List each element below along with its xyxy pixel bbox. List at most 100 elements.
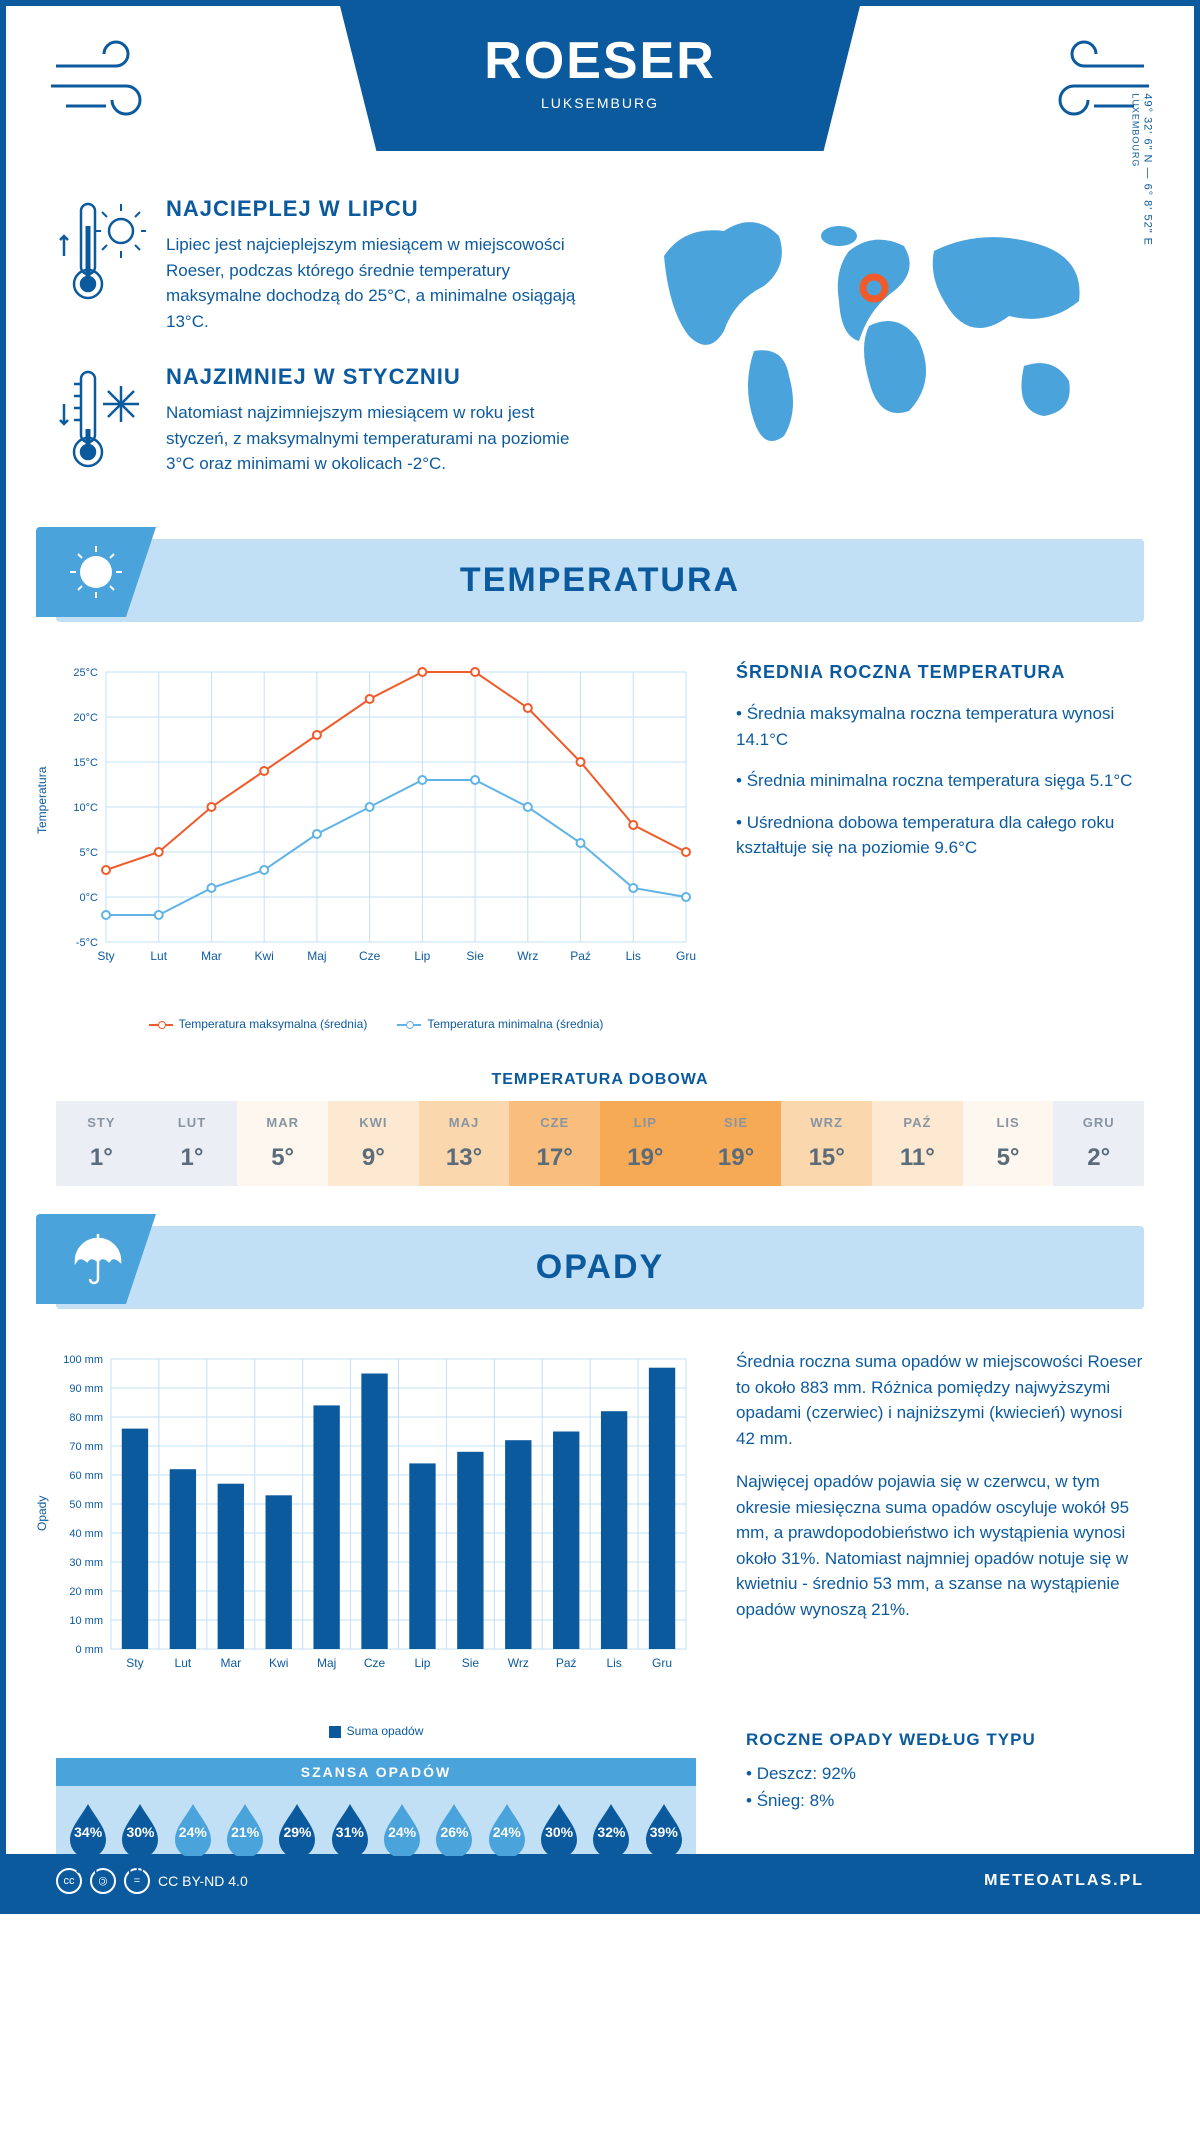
svg-text:15°C: 15°C <box>73 757 98 769</box>
svg-text:Paź: Paź <box>556 1656 577 1670</box>
daily-temp-cell: LIS5° <box>963 1101 1054 1186</box>
precip-chance-cell: 29%MAJ <box>271 1802 323 1890</box>
precip-chance-cell: 31%CZE <box>324 1802 376 1890</box>
svg-text:40 mm: 40 mm <box>69 1528 103 1540</box>
svg-text:Sie: Sie <box>466 949 484 963</box>
svg-text:Maj: Maj <box>317 1656 336 1670</box>
hottest-text: Lipiec jest najcieplejszym miesiącem w m… <box>166 232 594 334</box>
daily-temp-cell: MAJ13° <box>419 1101 510 1186</box>
daily-temp-cell: LUT1° <box>147 1101 238 1186</box>
precip-chance-cell: 39%GRU <box>638 1802 690 1890</box>
precip-type-snow: • Śnieg: 8% <box>746 1787 1144 1814</box>
coldest-text: Natomiast najzimniejszym miesiącem w rok… <box>166 400 594 477</box>
precip-info-p2: Najwięcej opadów pojawia się w czerwcu, … <box>736 1469 1144 1622</box>
svg-text:50 mm: 50 mm <box>69 1499 103 1511</box>
svg-text:5°C: 5°C <box>80 847 99 859</box>
wind-icon-left <box>46 36 166 131</box>
daily-temp-cell: KWI9° <box>328 1101 419 1186</box>
brand: METEOATLAS.PL <box>984 1872 1144 1890</box>
svg-text:Gru: Gru <box>652 1656 672 1670</box>
svg-text:Wrz: Wrz <box>508 1656 529 1670</box>
svg-text:Paź: Paź <box>570 949 591 963</box>
svg-text:Lip: Lip <box>414 1656 430 1670</box>
coldest-title: NAJZIMNIEJ W STYCZNIU <box>166 364 594 390</box>
svg-text:60 mm: 60 mm <box>69 1470 103 1482</box>
precip-type-block: ROCZNE OPADY WEDŁUG TYPU • Deszcz: 92% •… <box>746 1730 1144 1814</box>
hottest-block: NAJCIEPLEJ W LIPCU Lipiec jest najcieple… <box>56 196 594 334</box>
summary-text-col: NAJCIEPLEJ W LIPCU Lipiec jest najcieple… <box>56 196 594 509</box>
svg-text:90 mm: 90 mm <box>69 1383 103 1395</box>
country-subtitle: LUKSEMBURG <box>340 95 860 111</box>
daily-temp-title: TEMPERATURA DOBOWA <box>6 1071 1194 1089</box>
summary-row: NAJCIEPLEJ W LIPCU Lipiec jest najcieple… <box>6 176 1194 539</box>
svg-text:Lut: Lut <box>150 949 167 963</box>
daily-temp-cell: GRU2° <box>1053 1101 1144 1186</box>
temperature-line-chart: -5°C0°C5°C10°C15°C20°C25°CStyLutMarKwiMa… <box>56 662 696 1002</box>
precip-row: Opady 0 mm10 mm20 mm30 mm40 mm50 mm60 mm… <box>6 1309 1194 1748</box>
temp-info-bullet: • Średnia maksymalna roczna temperatura … <box>736 701 1144 752</box>
precip-chart: Opady 0 mm10 mm20 mm30 mm40 mm50 mm60 mm… <box>56 1349 696 1738</box>
temp-info-title: ŚREDNIA ROCZNA TEMPERATURA <box>736 662 1144 683</box>
thermometer-cold-icon <box>56 364 146 479</box>
svg-text:Lip: Lip <box>414 949 430 963</box>
svg-text:Cze: Cze <box>364 1656 386 1670</box>
precip-chance-cell: 32%LIS <box>585 1802 637 1890</box>
header: ROESER LUKSEMBURG <box>6 6 1194 176</box>
svg-text:Sty: Sty <box>126 1656 143 1670</box>
coldest-block: NAJZIMNIEJ W STYCZNIU Natomiast najzimni… <box>56 364 594 479</box>
svg-text:Sty: Sty <box>97 949 114 963</box>
thermometer-hot-icon <box>56 196 146 334</box>
svg-text:10 mm: 10 mm <box>69 1615 103 1627</box>
svg-text:0°C: 0°C <box>80 892 99 904</box>
svg-text:Lis: Lis <box>626 949 641 963</box>
daily-temp-cell: MAR5° <box>237 1101 328 1186</box>
precip-chance-title: SZANSA OPADÓW <box>56 1758 696 1786</box>
svg-text:Wrz: Wrz <box>517 949 538 963</box>
daily-temp-cell: PAŹ11° <box>872 1101 963 1186</box>
temp-info-bullet: • Uśredniona dobowa temperatura dla całe… <box>736 810 1144 861</box>
daily-temp-cell: CZE17° <box>509 1101 600 1186</box>
svg-text:20 mm: 20 mm <box>69 1586 103 1598</box>
svg-text:Lut: Lut <box>175 1656 192 1670</box>
svg-text:Mar: Mar <box>201 949 222 963</box>
temperature-title: TEMPERATURA <box>56 561 1144 600</box>
daily-temp-cell: STY1° <box>56 1101 147 1186</box>
svg-text:30 mm: 30 mm <box>69 1557 103 1569</box>
daily-temp-cell: WRZ15° <box>781 1101 872 1186</box>
svg-text:0 mm: 0 mm <box>76 1644 104 1656</box>
svg-text:20°C: 20°C <box>73 712 98 724</box>
precip-bar-chart: 0 mm 10 mm 20 mm 30 mm 40 mm 50 mm 60 mm 70 mm 8… <box>56 1349 696 1709</box>
coordinates: 49° 32' 6" N — 6° 8' 52" E LUXEMBOURG <box>1130 93 1154 246</box>
precip-legend: Suma opadów <box>56 1724 696 1738</box>
sun-icon <box>36 527 156 617</box>
precip-chance-cell: 24%LIP <box>376 1802 428 1890</box>
precip-info-p1: Średnia roczna suma opadów w miejscowośc… <box>736 1349 1144 1451</box>
daily-temp-cell: LIP19° <box>600 1101 691 1186</box>
svg-text:Sie: Sie <box>462 1656 480 1670</box>
svg-text:Mar: Mar <box>220 1656 241 1670</box>
daily-temp-cell: SIE19° <box>691 1101 782 1186</box>
temperature-chart: Temperatura -5°C0°C5°C10°C15°C20°C25°CSt… <box>56 662 696 1031</box>
svg-text:70 mm: 70 mm <box>69 1441 103 1453</box>
svg-text:Lis: Lis <box>606 1656 621 1670</box>
temperature-legend: Temperatura maksymalna (średnia) Tempera… <box>56 1017 696 1031</box>
precip-title: OPADY <box>56 1248 1144 1287</box>
svg-text:100 mm: 100 mm <box>63 1354 103 1366</box>
svg-text:80 mm: 80 mm <box>69 1412 103 1424</box>
precip-chance-cell: 26%SIE <box>428 1802 480 1890</box>
svg-text:Maj: Maj <box>307 949 326 963</box>
weather-infographic: ROESER LUKSEMBURG NAJCIEPLEJ W LIPCU Lip… <box>0 0 1200 1914</box>
precip-type-rain: • Deszcz: 92% <box>746 1760 1144 1787</box>
temperature-row: Temperatura -5°C0°C5°C10°C15°C20°C25°CSt… <box>6 622 1194 1051</box>
svg-text:Kwi: Kwi <box>269 1656 288 1670</box>
precip-chance-cell: 30%PAŹ <box>533 1802 585 1890</box>
precip-section-header: OPADY <box>56 1226 1144 1309</box>
title-banner: ROESER LUKSEMBURG <box>340 6 860 151</box>
svg-text:-5°C: -5°C <box>76 937 98 949</box>
svg-text:25°C: 25°C <box>73 667 98 679</box>
world-map: 49° 32' 6" N — 6° 8' 52" E LUXEMBOURG <box>624 196 1144 509</box>
daily-temp-grid: STY1°LUT1°MAR5°KWI9°MAJ13°CZE17°LIP19°SI… <box>56 1101 1144 1186</box>
temperature-section-header: TEMPERATURA <box>56 539 1144 622</box>
svg-text:10°C: 10°C <box>73 802 98 814</box>
umbrella-icon <box>36 1214 156 1304</box>
